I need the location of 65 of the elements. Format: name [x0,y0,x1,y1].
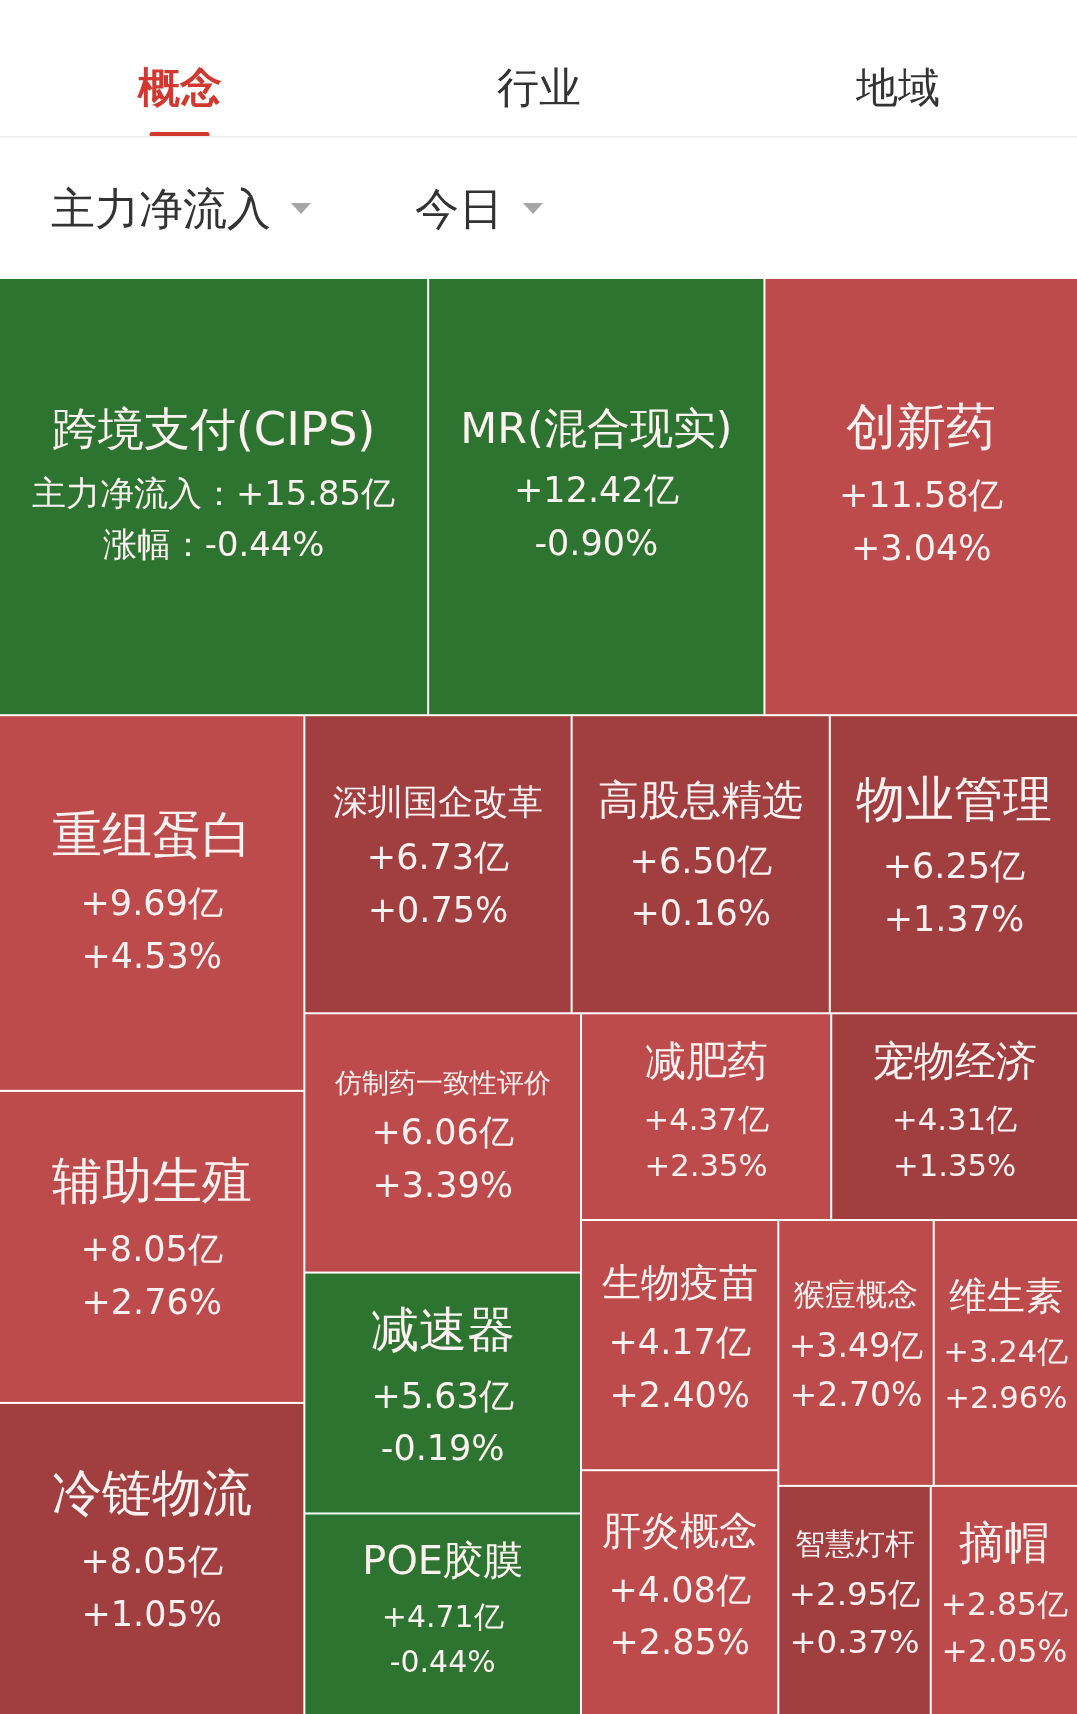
data-label: +8.05亿 [80,1229,223,1270]
data-label: +2.70% [789,1375,923,1415]
category-label: 维生素 [948,1274,1063,1319]
category-label: 辅助生殖 [51,1152,252,1211]
data-label: +8.05亿 [80,1541,223,1582]
category-label: MR(混合现实) [460,403,733,454]
data-label: +1.35% [892,1146,1017,1183]
category-label: 高股息精选 [598,776,804,825]
text: 主力净流入 [51,182,271,234]
text: 地域 [854,62,940,112]
data-label: +0.16% [630,893,771,934]
data-label: +5.63亿 [371,1375,514,1416]
data-label: +4.53% [81,935,222,976]
category-label: 减肥药 [644,1037,768,1086]
data-label: +0.75% [367,889,509,930]
category-label: 减速器 [370,1302,515,1358]
category-label: 跨境支付(CIPS) [51,402,376,457]
data-label: 涨幅：-0.44% [102,524,325,564]
data-label: +4.71亿 [381,1598,504,1634]
category-label: 宠物经济 [872,1037,1037,1086]
text: 行业 [496,62,581,112]
data-label: +6.06亿 [371,1112,514,1153]
category-label: 智慧灯杆 [794,1526,915,1562]
data-label: +2.76% [81,1281,222,1322]
data-label: +2.85% [609,1622,750,1663]
data-label: +1.05% [81,1593,222,1634]
data-label: -0.90% [534,522,659,563]
data-label: +4.08亿 [608,1569,751,1610]
data-label: +4.37亿 [643,1100,769,1137]
data-label: +2.40% [609,1374,750,1415]
data-label: +4.17亿 [608,1322,751,1363]
data-label: +3.49亿 [788,1325,924,1365]
data-label: +0.37% [789,1623,920,1662]
category-label: 深圳国企改革 [333,780,543,822]
data-label: +9.69亿 [80,883,223,924]
data-label: +1.37% [883,898,1025,939]
text: 今日 [415,182,503,234]
data-label: +2.85亿 [940,1586,1068,1623]
category-label: 物业管理 [855,769,1052,828]
data-label: +2.05% [941,1633,1068,1670]
category-label: 重组蛋白 [51,806,252,865]
data-label: +6.73亿 [366,837,510,878]
data-label: +2.35% [644,1146,768,1183]
data-label: -0.19% [380,1428,505,1469]
data-label: 主力净流入：+15.85亿 [32,473,396,513]
category-label: 猴痘概念 [794,1276,919,1312]
data-label: +11.58亿 [838,475,1004,516]
category-label: 创新药 [846,398,997,457]
data-label: +6.25亿 [882,846,1026,887]
data-label: +3.24亿 [943,1333,1069,1369]
text: 概念 [136,62,222,112]
category-label: 肝炎概念 [601,1507,758,1553]
data-label: +4.31亿 [892,1100,1018,1137]
data-label: +6.50亿 [629,840,772,881]
data-label: -0.44% [389,1643,496,1679]
data-label: +2.96% [944,1379,1068,1415]
data-label: +3.04% [850,527,992,568]
category-label: 仿制药一致性评价 [333,1066,551,1098]
data-label: +2.95亿 [788,1574,921,1613]
data-label: +3.39% [372,1164,513,1205]
category-label: 冷链物流 [51,1464,252,1523]
category-label: POE胶膜 [362,1537,524,1584]
category-label: 摘帽 [959,1516,1050,1570]
data-label: +12.42亿 [514,470,679,511]
category-label: 生物疫苗 [601,1260,758,1306]
